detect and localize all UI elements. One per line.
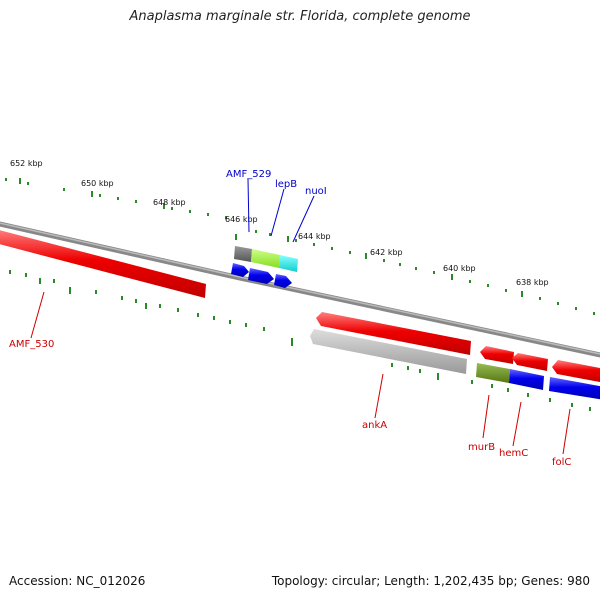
tick-label-652: 652 kbp xyxy=(10,159,43,168)
leader-hemc xyxy=(512,401,522,447)
gene-amf-530-arrow xyxy=(0,230,206,298)
gene-label-amf-530: AMF_530 xyxy=(9,339,54,350)
accession-label: Accession: NC_012026 xyxy=(9,574,146,588)
gene-red-arrow-4 xyxy=(552,360,600,383)
leader-nuol xyxy=(292,195,315,243)
genome-backbone-highlight xyxy=(0,222,600,355)
gene-hemc-block xyxy=(509,369,544,390)
gene-blue-arrow-1 xyxy=(231,263,249,277)
gene-amf-529-block xyxy=(234,246,252,262)
leader-lepb xyxy=(270,188,285,237)
gene-label-amf-529: AMF_529 xyxy=(226,169,271,180)
genome-stats-label: Topology: circular; Length: 1,202,435 bp… xyxy=(271,574,590,588)
gene-label-nuol: nuoI xyxy=(305,186,327,197)
outer-minor-ticks xyxy=(5,178,595,315)
tick-label-646: 646 kbp xyxy=(225,215,258,224)
outer-major-ticks xyxy=(19,178,523,297)
gene-label-hemc: hemC xyxy=(499,448,528,459)
gene-folc-block xyxy=(549,377,600,400)
genome-title: Anaplasma marginale str. Florida, comple… xyxy=(129,9,471,24)
leader-lines xyxy=(30,178,571,455)
leader-murb xyxy=(482,394,490,439)
gene-label-folc: folC xyxy=(552,457,571,468)
tick-label-644: 644 kbp xyxy=(298,232,331,241)
gene-anka-arrow xyxy=(310,329,467,374)
forward-genes xyxy=(231,246,298,288)
gene-label-murb: murB xyxy=(468,442,495,453)
gene-labels: AMF_529 lepB nuoI AMF_530 ankA murB hemC… xyxy=(9,169,571,468)
gene-blue-arrow-2 xyxy=(248,268,274,284)
reverse-genes xyxy=(0,230,600,400)
leader-anka xyxy=(374,373,384,419)
gene-lepb-block xyxy=(251,249,280,268)
tick-labels: 652 kbp 650 kbp 648 kbp 646 kbp 644 kbp … xyxy=(10,159,549,287)
leader-folc xyxy=(562,408,571,455)
gene-blue-arrow-3 xyxy=(274,274,292,288)
tick-label-650: 650 kbp xyxy=(81,179,114,188)
leader-amf-529 xyxy=(247,178,250,233)
gene-label-lepb: lepB xyxy=(275,179,297,190)
gene-murb-block xyxy=(476,363,510,383)
gene-red-arrow-3 xyxy=(512,353,548,371)
leader-amf-530 xyxy=(30,291,45,339)
inner-tick-ruler xyxy=(9,270,591,411)
genome-backbone xyxy=(0,221,600,358)
outer-tick-ruler xyxy=(5,178,595,315)
tick-label-648: 648 kbp xyxy=(153,198,186,207)
gene-label-anka: ankA xyxy=(362,420,387,431)
tick-label-640: 640 kbp xyxy=(443,264,476,273)
gene-nuol-block xyxy=(279,255,298,272)
tick-label-638: 638 kbp xyxy=(516,278,549,287)
gene-red-arrow-1 xyxy=(316,312,471,355)
gene-red-arrow-2 xyxy=(480,346,514,364)
tick-label-642: 642 kbp xyxy=(370,248,403,257)
